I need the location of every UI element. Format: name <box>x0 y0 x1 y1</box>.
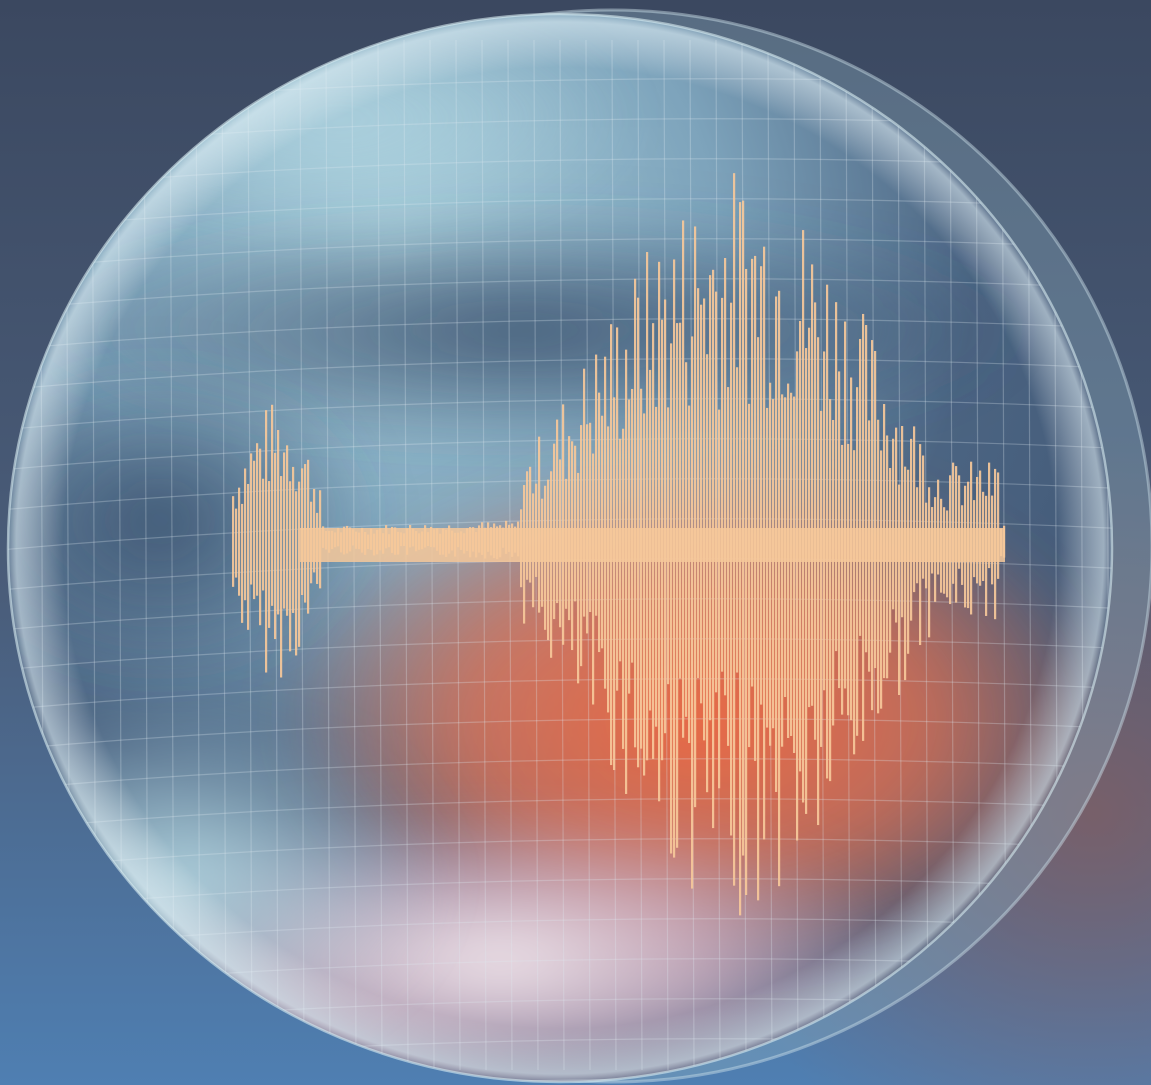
sphere-rim <box>6 12 1114 1084</box>
